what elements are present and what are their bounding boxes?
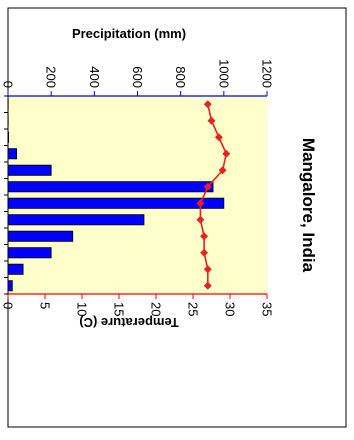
temperature-tick-label: 20	[149, 302, 164, 316]
month-tick-label: A	[0, 215, 2, 224]
temperature-tick-label: 25	[186, 302, 201, 316]
month-tick-label: S	[0, 232, 2, 241]
month-tick-label: F	[0, 117, 2, 125]
precipitation-tick-label: 800	[173, 66, 188, 88]
precipitation-bar	[8, 182, 213, 192]
temperature-tick-label: 10	[75, 302, 90, 316]
month-ticks: JFMAMJJASOND	[0, 96, 8, 294]
precipitation-tick-label: 600	[130, 66, 145, 88]
month-tick-label: N	[0, 265, 2, 274]
month-tick-label: J	[0, 200, 2, 207]
temperature-tick-label: 15	[112, 302, 127, 316]
precipitation-bar	[8, 149, 17, 159]
precipitation-bar	[8, 248, 51, 258]
precipitation-bar	[8, 165, 51, 175]
temperature-tick-label: 35	[260, 302, 275, 316]
temperature-tick-label: 5	[38, 302, 53, 309]
precipitation-tick-label: 1200	[260, 59, 275, 88]
precipitation-tick-label: 400	[87, 66, 102, 88]
temperature-tick-label: 30	[223, 302, 238, 316]
temperature-axis-label: Temperature (C)	[79, 315, 178, 330]
month-tick-label: A	[0, 149, 2, 158]
month-tick-label: D	[0, 281, 2, 290]
precipitation-tick-label: 200	[44, 66, 59, 88]
precipitation-bar	[8, 281, 12, 291]
precipitation-tick-label: 1000	[216, 59, 231, 88]
chart-title: Mangalore, India	[299, 138, 318, 273]
month-tick-label: M	[0, 165, 2, 176]
month-tick-label: J	[0, 184, 2, 191]
precipitation-bar	[8, 231, 73, 241]
plot-area	[8, 96, 267, 294]
precipitation-bar	[8, 215, 144, 225]
month-tick-label: M	[0, 132, 2, 143]
precipitation-bar	[8, 198, 224, 208]
precipitation-axis-label: Precipitation (mm)	[72, 26, 186, 41]
temperature-tick-label: 0	[1, 302, 16, 309]
precipitation-bar	[8, 264, 23, 274]
month-tick-label: O	[0, 248, 2, 258]
month-tick-label: J	[0, 101, 2, 108]
precipitation-tick-label: 0	[1, 81, 16, 88]
